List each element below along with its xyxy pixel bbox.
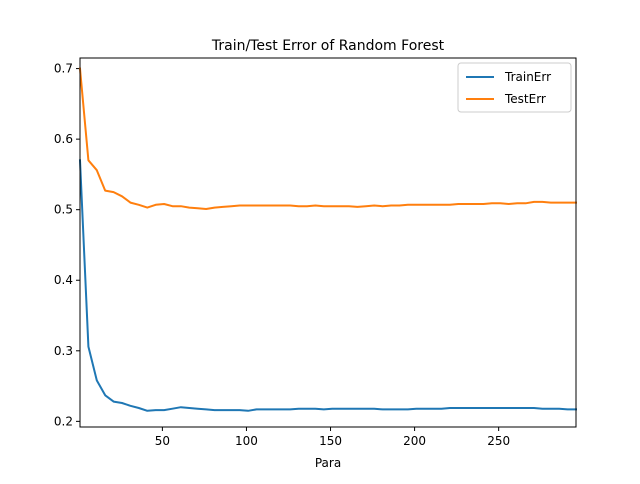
y-axis-ticks: 0.2 0.3 0.4 0.5 0.6 0.7 xyxy=(54,62,80,428)
series-line-trainerr xyxy=(78,159,577,412)
x-axis-ticks: 50 100 150 200 250 xyxy=(155,427,510,448)
series-line-testerr xyxy=(78,67,577,210)
y-tick-label: 0.5 xyxy=(54,203,73,217)
y-tick-label: 0.7 xyxy=(54,62,73,76)
series-lines xyxy=(78,67,577,412)
x-tick-label: 250 xyxy=(487,434,510,448)
x-tick-label: 200 xyxy=(403,434,426,448)
x-tick-label: 100 xyxy=(235,434,258,448)
x-tick-label: 50 xyxy=(155,434,170,448)
chart-title: Train/Test Error of Random Forest xyxy=(211,38,445,54)
plot-frame xyxy=(79,57,577,428)
y-tick-label: 0.3 xyxy=(54,344,73,358)
legend-label-trainerr: TrainErr xyxy=(504,70,551,84)
y-tick-label: 0.2 xyxy=(54,414,73,428)
x-axis-label: Para xyxy=(315,456,341,470)
legend-label-testerr: TestErr xyxy=(504,92,546,106)
x-tick-label: 150 xyxy=(319,434,342,448)
y-tick-label: 0.6 xyxy=(54,132,73,146)
legend: TrainErr TestErr xyxy=(457,62,572,113)
y-tick-label: 0.4 xyxy=(54,273,73,287)
